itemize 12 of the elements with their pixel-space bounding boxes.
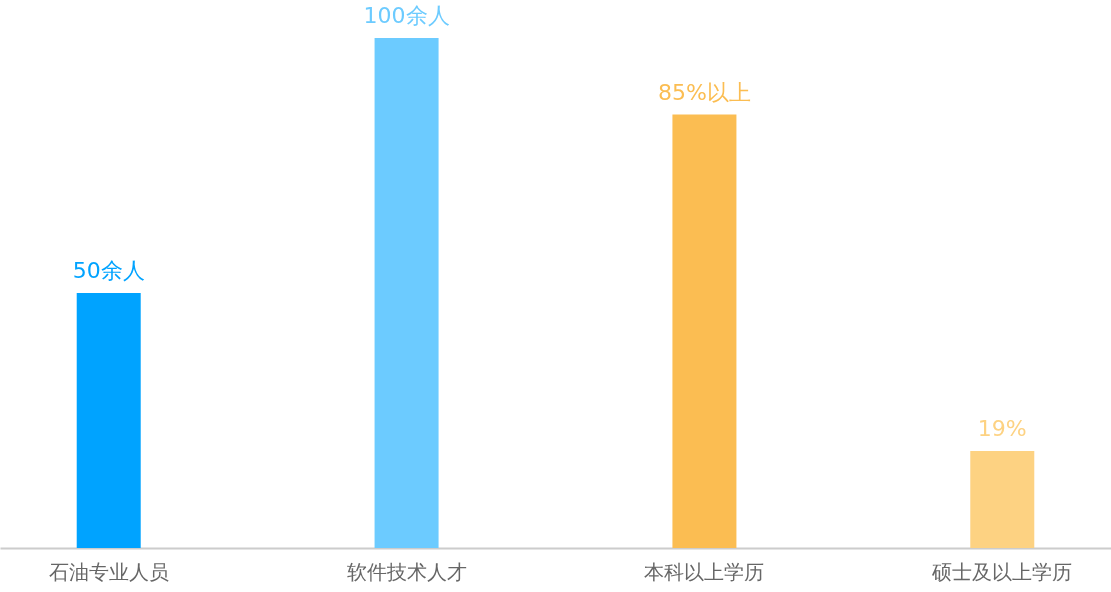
data-label: 19% (977, 416, 1027, 442)
data-label: 85%以上 (657, 79, 751, 105)
x-tick-label: 硕士及以上学历 (931, 559, 1073, 584)
bar (374, 38, 439, 548)
data-label: 50余人 (72, 258, 145, 283)
bar (76, 293, 141, 548)
bar (970, 451, 1035, 548)
x-tick-label: 软件技术人才 (346, 559, 467, 584)
x-tick-label: 本科以上学历 (644, 559, 765, 584)
data-label: 100余人 (363, 3, 450, 28)
x-tick-label: 石油专业人员 (48, 559, 169, 584)
bar (672, 114, 737, 548)
